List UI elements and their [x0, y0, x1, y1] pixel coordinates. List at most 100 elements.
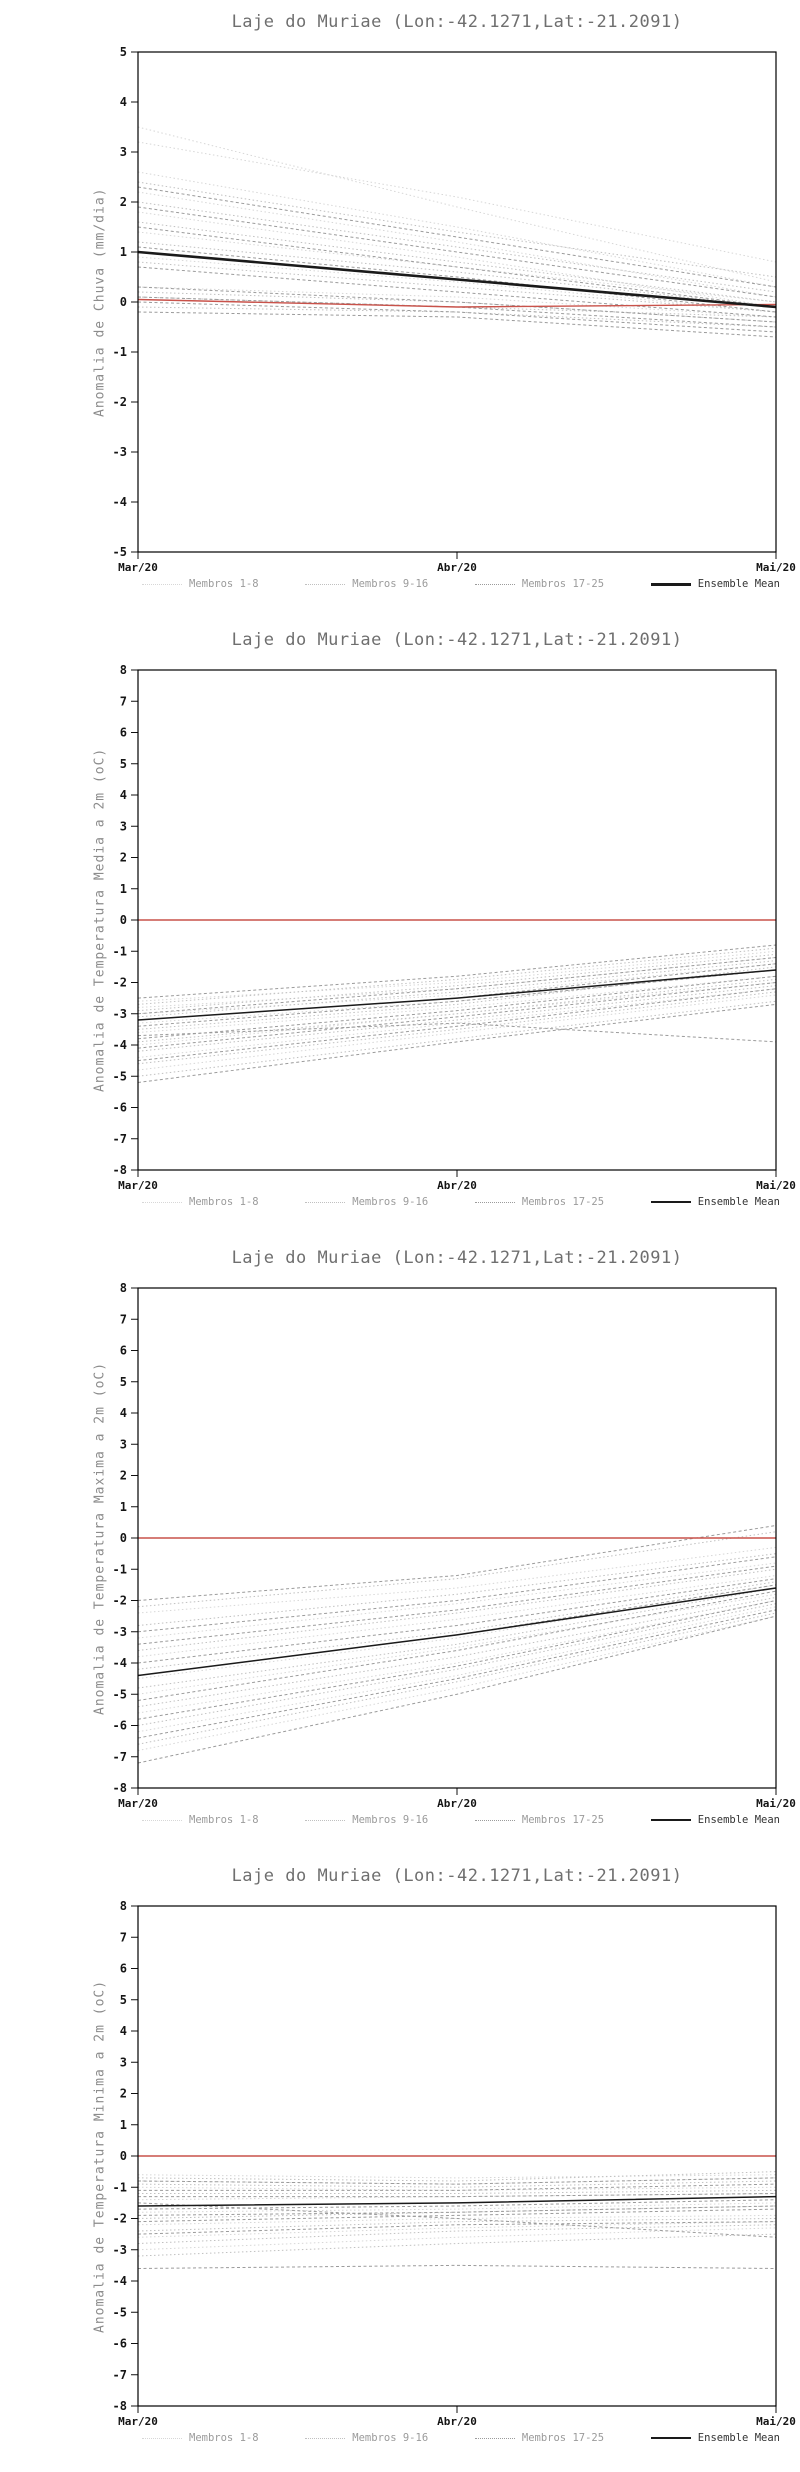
svg-text:4: 4 — [120, 788, 127, 802]
svg-text:Mar/20: Mar/20 — [118, 1179, 158, 1192]
legend-item: Membros 17-25 — [474, 578, 605, 590]
svg-text:-4: -4 — [113, 2274, 127, 2288]
chart-legend: Membros 1-8 Membros 9-16 Membros 17-25 E… — [138, 2432, 784, 2444]
svg-text:-2: -2 — [113, 395, 127, 409]
svg-text:-8: -8 — [113, 2399, 127, 2413]
chart-title: Laje do Muriae (Lon:-42.1271,Lat:-21.209… — [231, 12, 683, 32]
svg-text:-3: -3 — [113, 445, 127, 459]
svg-text:-1: -1 — [113, 2180, 127, 2194]
svg-text:-6: -6 — [113, 2337, 127, 2351]
svg-text:Mar/20: Mar/20 — [118, 2415, 158, 2428]
legend-line-members-9-16-icon — [305, 1201, 346, 1203]
svg-text:6: 6 — [120, 1344, 127, 1358]
svg-text:1: 1 — [120, 2118, 127, 2132]
svg-text:0: 0 — [120, 2149, 127, 2163]
legend-item: Membros 1-8 — [142, 1814, 259, 1826]
svg-text:5: 5 — [120, 1375, 127, 1389]
legend-label: Ensemble Mean — [697, 578, 780, 590]
legend-line-ensemble-mean-icon — [650, 582, 691, 586]
svg-text:-4: -4 — [113, 1656, 127, 1670]
svg-text:-3: -3 — [113, 2243, 127, 2257]
legend-line-members-1-8-icon — [142, 2437, 182, 2439]
svg-text:8: 8 — [120, 1281, 127, 1295]
legend-item: Ensemble Mean — [650, 1814, 780, 1826]
legend-item: Membros 9-16 — [305, 1196, 428, 1208]
svg-text:1: 1 — [120, 245, 127, 259]
svg-text:-6: -6 — [113, 1101, 127, 1115]
temp-minima-anomaly-chart: -8 -7 -6 -5 -4 -3 -2 -1 0 1 2 3 4 5 6 7 8 Mar/20 Abr/20 Mai… — [113, 1899, 796, 2428]
legend-line-members-17-25-icon — [474, 1819, 515, 1821]
svg-text:-2: -2 — [113, 2212, 127, 2226]
svg-text:2: 2 — [120, 195, 127, 209]
legend-item: Ensemble Mean — [650, 1196, 780, 1208]
svg-text:-6: -6 — [113, 1719, 127, 1733]
legend-label: Membros 17-25 — [521, 1196, 605, 1208]
chart-title: Laje do Muriae (Lon:-42.1271,Lat:-21.209… — [231, 630, 683, 650]
svg-text:Abr/20: Abr/20 — [437, 2415, 477, 2428]
legend-label: Membros 9-16 — [352, 1814, 429, 1826]
svg-text:-5: -5 — [113, 545, 127, 559]
legend-item: Membros 9-16 — [305, 2432, 428, 2444]
svg-text:5: 5 — [120, 1993, 127, 2007]
svg-text:7: 7 — [120, 694, 127, 708]
svg-text:2: 2 — [120, 851, 127, 865]
legend-line-members-17-25-icon — [474, 1201, 515, 1203]
svg-text:-1: -1 — [113, 944, 127, 958]
legend-label: Membros 1-8 — [189, 1196, 259, 1208]
legend-line-ensemble-mean-icon — [650, 1201, 691, 1203]
svg-text:-1: -1 — [113, 1562, 127, 1576]
svg-text:-7: -7 — [113, 1132, 127, 1146]
legend-item: Membros 9-16 — [305, 1814, 428, 1826]
chart-panel-temp-maxima: Laje do Muriae (Lon:-42.1271,Lat:-21.209… — [0, 1236, 800, 1854]
legend-label: Ensemble Mean — [697, 2432, 780, 2444]
svg-text:-2: -2 — [113, 976, 127, 990]
svg-text:Mai/20: Mai/20 — [756, 561, 796, 574]
legend-item: Ensemble Mean — [650, 2432, 780, 2444]
legend-label: Membros 1-8 — [189, 2432, 259, 2444]
svg-text:3: 3 — [120, 2055, 127, 2069]
svg-text:5: 5 — [120, 45, 127, 59]
svg-text:0: 0 — [120, 913, 127, 927]
legend-label: Membros 17-25 — [521, 1814, 605, 1826]
legend-line-ensemble-mean-icon — [650, 1819, 691, 1821]
chart-legend: Membros 1-8 Membros 9-16 Membros 17-25 E… — [138, 1814, 784, 1826]
chart-title: Laje do Muriae (Lon:-42.1271,Lat:-21.209… — [231, 1248, 683, 1268]
precipitation-anomaly-chart: -5 -4 -3 -2 -1 0 1 2 3 4 5 Mar/20 Abr/20 Mai/20 — [113, 45, 796, 574]
svg-text:Mar/20: Mar/20 — [118, 1797, 158, 1810]
svg-text:7: 7 — [120, 1930, 127, 1944]
legend-line-members-17-25-icon — [474, 2437, 515, 2439]
legend-item: Membros 17-25 — [474, 1814, 605, 1826]
legend-item: Ensemble Mean — [650, 578, 780, 590]
chart-legend: Membros 1-8 Membros 9-16 Membros 17-25 E… — [138, 578, 784, 590]
svg-text:0: 0 — [120, 1531, 127, 1545]
svg-text:4: 4 — [120, 1406, 127, 1420]
legend-item: Membros 1-8 — [142, 1196, 259, 1208]
legend-line-members-9-16-icon — [305, 2437, 346, 2439]
legend-label: Membros 9-16 — [352, 2432, 429, 2444]
svg-text:2: 2 — [120, 1469, 127, 1483]
svg-text:Mai/20: Mai/20 — [756, 1179, 796, 1192]
svg-text:-8: -8 — [113, 1163, 127, 1177]
legend-item: Membros 9-16 — [305, 578, 428, 590]
svg-text:1: 1 — [120, 1500, 127, 1514]
legend-label: Membros 17-25 — [521, 578, 605, 590]
svg-text:-4: -4 — [113, 1038, 127, 1052]
svg-text:3: 3 — [120, 1437, 127, 1451]
svg-text:Mar/20: Mar/20 — [118, 561, 158, 574]
svg-text:Abr/20: Abr/20 — [437, 1179, 477, 1192]
svg-text:-8: -8 — [113, 1781, 127, 1795]
legend-label: Membros 17-25 — [521, 2432, 605, 2444]
legend-label: Membros 1-8 — [189, 578, 259, 590]
legend-item: Membros 17-25 — [474, 2432, 605, 2444]
chart-panel-temp-minima: Laje do Muriae (Lon:-42.1271,Lat:-21.209… — [0, 1854, 800, 2472]
svg-text:-5: -5 — [113, 2305, 127, 2319]
svg-text:-5: -5 — [113, 1069, 127, 1083]
svg-text:-7: -7 — [113, 2368, 127, 2382]
chart-title: Laje do Muriae (Lon:-42.1271,Lat:-21.209… — [231, 1866, 683, 1886]
svg-text:-3: -3 — [113, 1625, 127, 1639]
svg-text:-4: -4 — [113, 495, 127, 509]
legend-line-members-1-8-icon — [142, 583, 182, 585]
legend-line-members-17-25-icon — [474, 583, 515, 585]
legend-label: Ensemble Mean — [697, 1814, 780, 1826]
